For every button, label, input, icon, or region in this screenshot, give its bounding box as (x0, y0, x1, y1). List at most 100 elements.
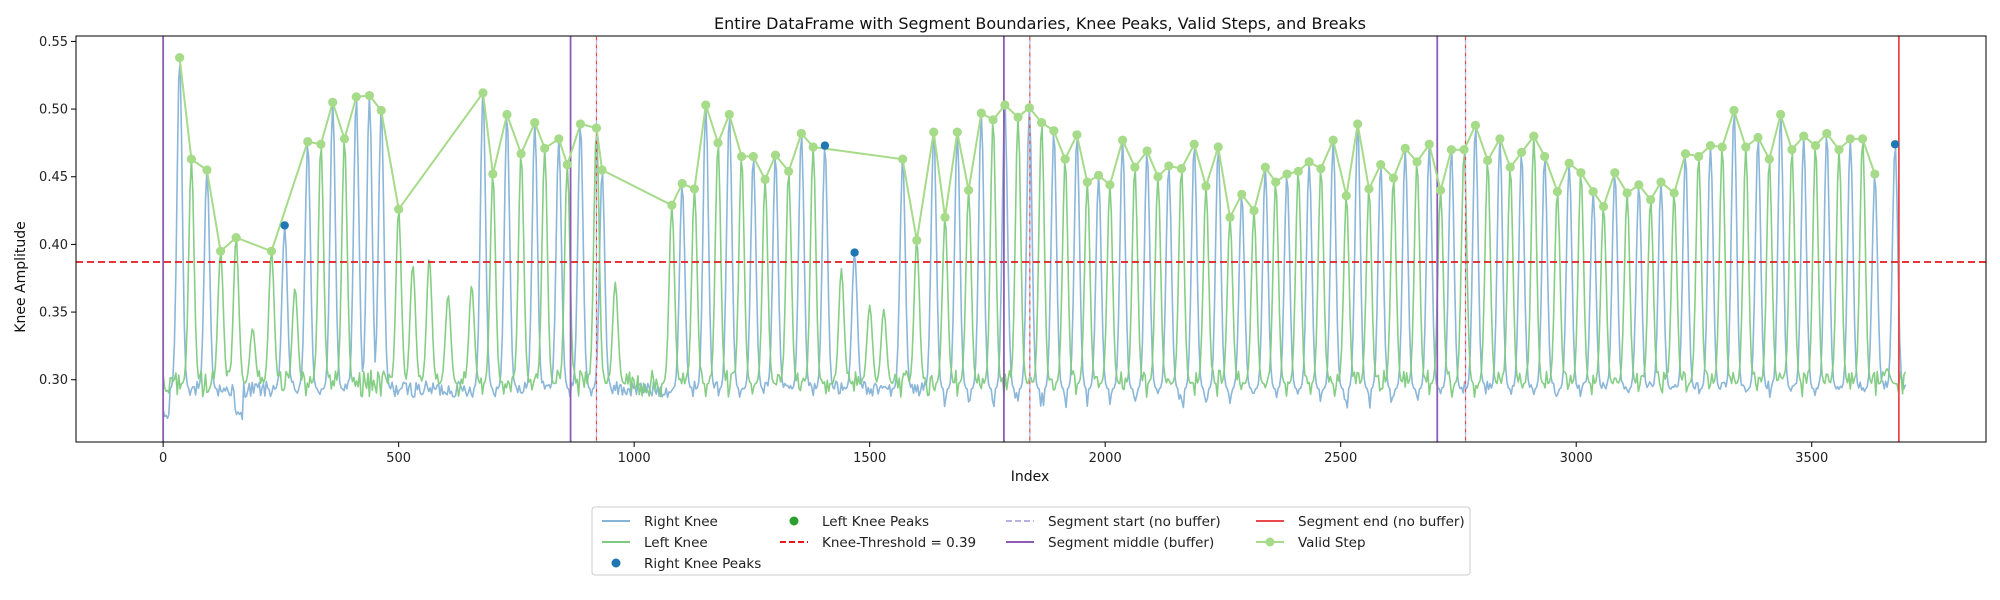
valid-step-marker (1000, 100, 1010, 110)
legend-label: Right Knee Peaks (644, 556, 761, 572)
x-tick-label: 1000 (618, 451, 651, 466)
valid-step-marker (724, 109, 734, 120)
valid-step-marker (478, 88, 488, 98)
valid-step-marker (1364, 184, 1374, 194)
valid-step-marker (175, 53, 185, 63)
valid-step-marker (1857, 134, 1868, 144)
valid-step-marker (530, 118, 540, 128)
valid-step-marker (1271, 177, 1281, 187)
x-tick-label: 1500 (853, 451, 886, 466)
valid-step-marker (701, 100, 711, 110)
valid-step-marker (1435, 185, 1446, 195)
valid-step-marker (1741, 142, 1751, 152)
valid-step-marker (328, 97, 338, 107)
valid-step-marker (1049, 126, 1059, 136)
valid-step-marker (1189, 139, 1199, 149)
valid-step-marker (1130, 162, 1140, 172)
valid-step-marker (1646, 195, 1656, 205)
valid-step-marker (1105, 180, 1115, 190)
valid-step-marker (784, 166, 794, 176)
valid-step-marker (1622, 188, 1632, 198)
y-tick-label: 0.45 (39, 170, 68, 185)
valid-step-marker (1353, 119, 1363, 129)
valid-step-marker (1213, 142, 1223, 152)
valid-step-marker (1669, 188, 1679, 198)
valid-step-marker (1237, 189, 1247, 199)
legend-label: Valid Step (1298, 535, 1366, 551)
valid-step-marker (1328, 135, 1338, 145)
valid-step-marker (1610, 168, 1620, 178)
valid-step-marker (1412, 157, 1422, 167)
legend-label: Left Knee (644, 535, 708, 551)
valid-step-marker (976, 108, 986, 118)
valid-step-marker (1694, 151, 1704, 162)
valid-step-marker (502, 109, 512, 120)
valid-step-marker (1529, 131, 1539, 141)
right-knee-peak-marker (850, 248, 859, 257)
x-axis-title: Index (1011, 469, 1050, 485)
valid-step-marker (1516, 147, 1527, 157)
valid-step-marker (760, 174, 770, 185)
valid-step-marker (1552, 187, 1562, 197)
valid-step-marker (796, 128, 806, 139)
valid-step-marker (1201, 181, 1211, 191)
valid-step-marker (736, 151, 747, 162)
valid-step-marker (540, 143, 550, 153)
valid-step-marker (1376, 159, 1386, 170)
valid-step-marker (677, 178, 687, 189)
valid-step-marker (1153, 172, 1163, 182)
valid-step-marker (1634, 180, 1644, 190)
valid-step-marker (1446, 145, 1456, 155)
valid-step-marker (1717, 142, 1727, 152)
legend-label: Segment start (no buffer) (1048, 514, 1221, 530)
y-tick-label: 0.50 (39, 103, 68, 118)
valid-step-marker (1764, 154, 1774, 164)
legend-label: Segment middle (buffer) (1048, 535, 1214, 551)
valid-step-marker (1810, 141, 1821, 151)
valid-step-marker (952, 127, 962, 137)
valid-step-marker (316, 139, 326, 149)
valid-step-marker (1013, 112, 1023, 122)
valid-step-marker (1304, 157, 1314, 167)
valid-step-marker (351, 92, 361, 102)
valid-step-marker (689, 184, 700, 194)
valid-step-marker (1495, 134, 1505, 144)
valid-step-marker (266, 246, 277, 256)
valid-step-marker (1483, 155, 1493, 166)
valid-step-marker (231, 233, 241, 243)
valid-step-marker (1564, 158, 1574, 168)
legend-swatch (611, 558, 621, 568)
valid-step-marker (1093, 170, 1104, 180)
legend: Right Knee Left Knee Right Knee Peaks Left … (591, 506, 1471, 576)
right-knee-peak-marker (820, 141, 830, 150)
right-knee-peak-marker (280, 221, 289, 230)
valid-step-marker (562, 159, 572, 170)
right-knee-peak-marker (1890, 140, 1900, 149)
plot-frame (75, 35, 1987, 443)
legend-label: Knee-Threshold = 0.39 (822, 535, 976, 551)
valid-step-marker (1787, 145, 1797, 155)
valid-step-marker (202, 165, 212, 175)
valid-step-marker (748, 151, 758, 162)
right-knee-line (162, 62, 1907, 421)
valid-step-marker (516, 149, 526, 159)
valid-step-marker (364, 90, 375, 101)
valid-step-marker (929, 127, 939, 137)
x-tick-label: 3000 (1560, 451, 1593, 466)
valid-step-marker (770, 150, 781, 160)
valid-step-marker (1082, 177, 1092, 187)
valid-step-marker (1870, 169, 1880, 179)
valid-step-marker (1540, 151, 1550, 162)
valid-step-marker (1705, 141, 1716, 151)
y-tick-label: 0.40 (39, 238, 68, 253)
x-tick-label: 2500 (1324, 451, 1357, 466)
legend-swatch (1265, 537, 1275, 547)
axes: 0 500 1000 1500 2000 2500 3000 3500 0.30 0.35 0.40… (39, 35, 1987, 466)
valid-step-marker (1656, 177, 1666, 187)
valid-step-marker (1072, 130, 1082, 140)
valid-step-marker (1424, 139, 1434, 149)
valid-step-marker (1459, 145, 1469, 155)
valid-step-marker (1505, 162, 1515, 172)
valid-step-marker (963, 185, 974, 195)
valid-step-marker (554, 134, 564, 144)
